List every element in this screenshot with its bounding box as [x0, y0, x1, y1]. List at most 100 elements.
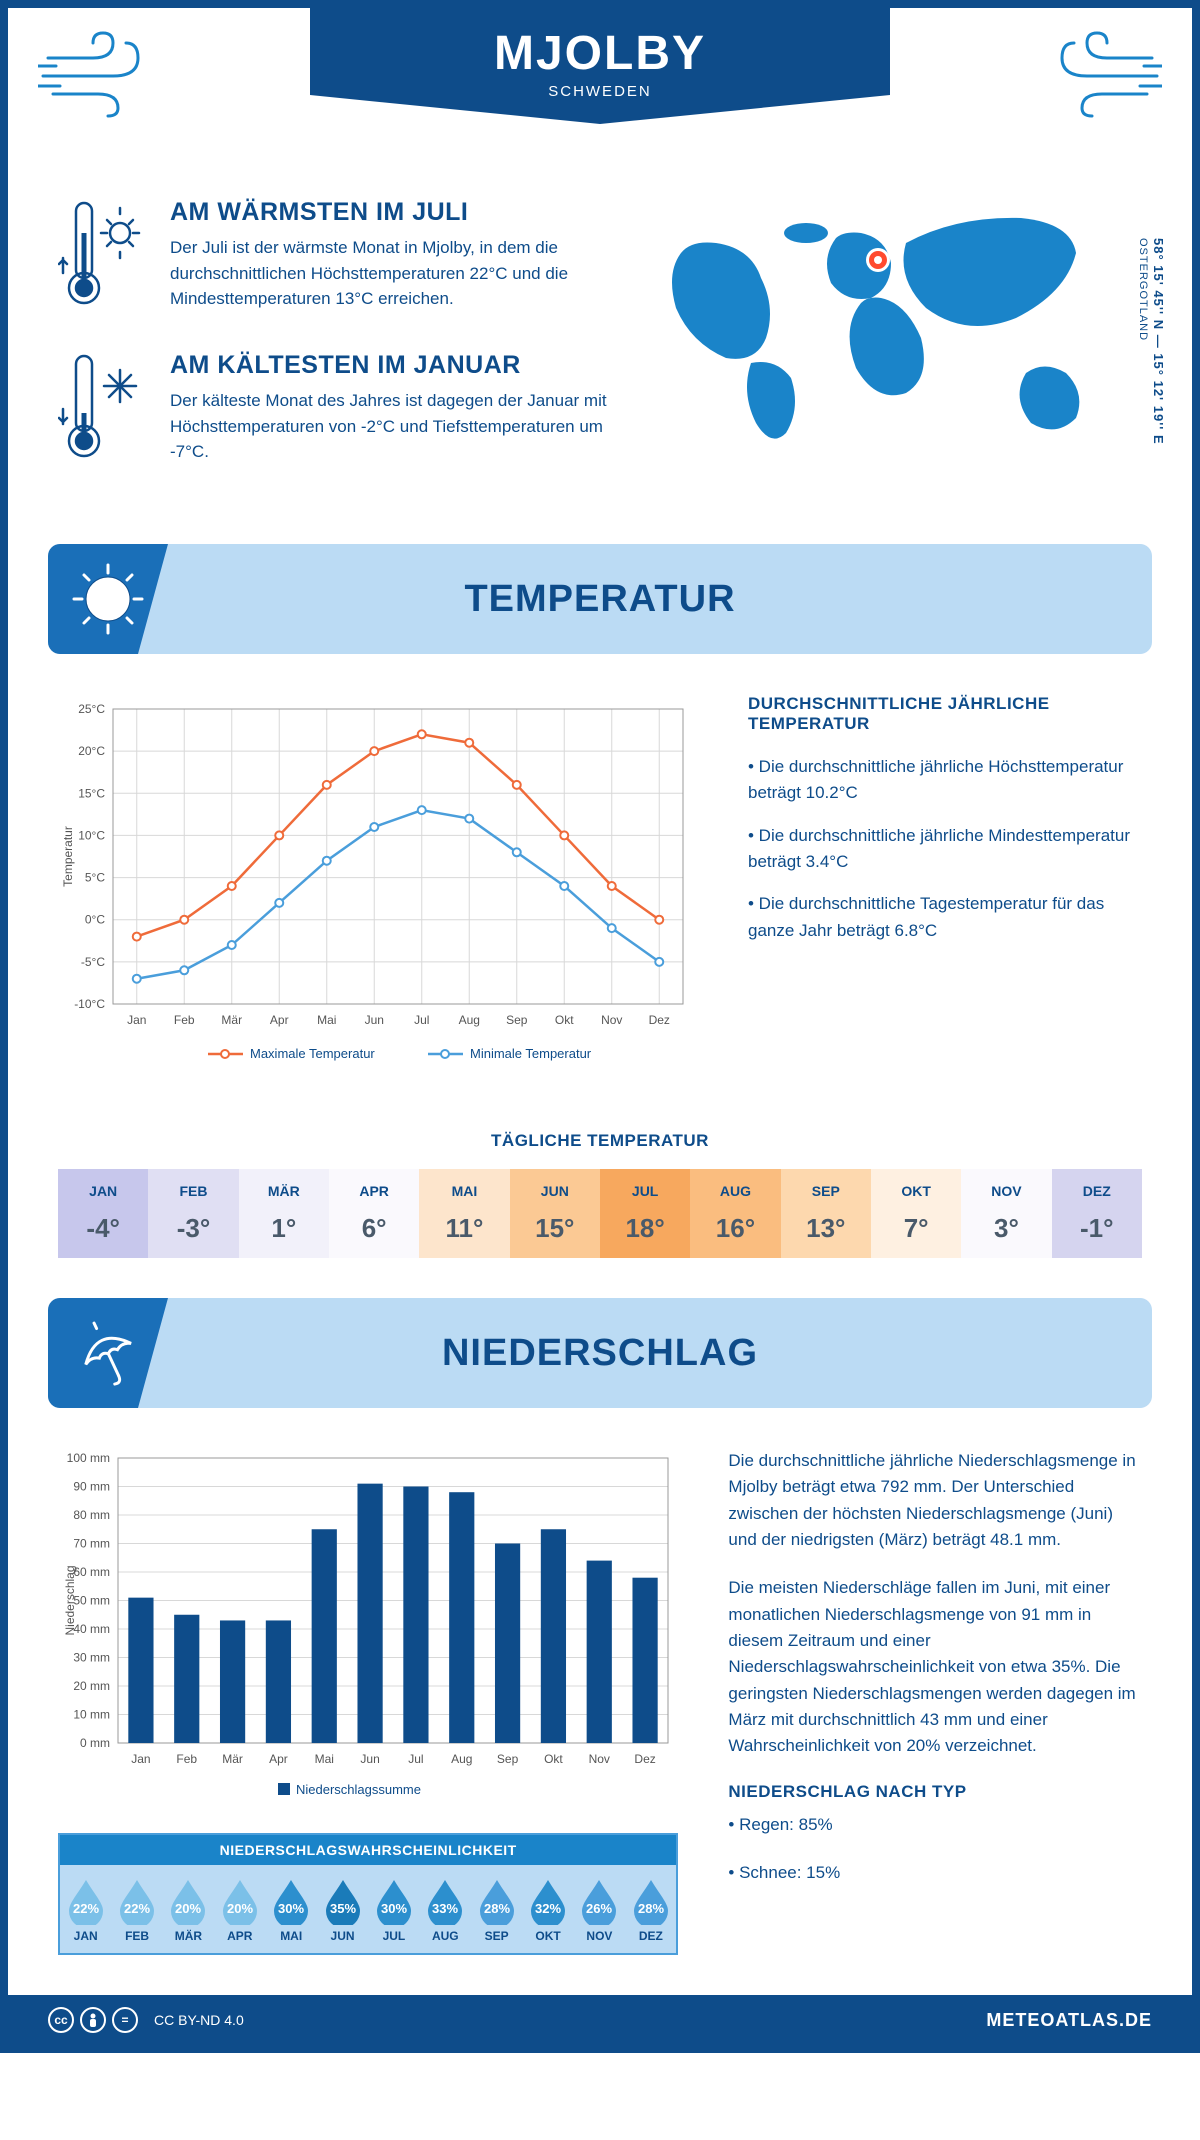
svg-text:50 mm: 50 mm [73, 1594, 110, 1608]
svg-text:22%: 22% [124, 1901, 150, 1916]
svg-text:80 mm: 80 mm [73, 1508, 110, 1522]
svg-text:100 mm: 100 mm [67, 1451, 110, 1465]
svg-text:Mai: Mai [317, 1013, 336, 1027]
daily-cell: FEB-3° [148, 1169, 238, 1258]
svg-text:-5°C: -5°C [81, 955, 105, 969]
precip-type-2: • Schnee: 15% [728, 1860, 1142, 1886]
warm-title: AM WÄRMSTEN IM JULI [170, 198, 616, 227]
coordinates: 58° 15' 45'' N — 15° 12' 19'' E OSTERGOT… [1136, 238, 1166, 445]
svg-text:10°C: 10°C [78, 828, 105, 842]
prob-cell: 28% SEP [471, 1865, 522, 1953]
svg-text:Jul: Jul [414, 1013, 429, 1027]
svg-text:Okt: Okt [555, 1013, 574, 1027]
wind-icon [1032, 28, 1162, 123]
svg-text:Nov: Nov [601, 1013, 622, 1027]
svg-text:Mär: Mär [221, 1013, 242, 1027]
svg-text:32%: 32% [535, 1901, 561, 1916]
svg-text:Mär: Mär [222, 1752, 243, 1766]
prob-cell: 30% JUL [368, 1865, 419, 1953]
header: MJOLBY SCHWEDEN [8, 8, 1192, 168]
svg-text:Jun: Jun [360, 1752, 379, 1766]
prob-cell: 22% JAN [60, 1865, 111, 1953]
svg-text:35%: 35% [330, 1901, 356, 1916]
precip-text-1: Die durchschnittliche jährliche Niedersc… [728, 1448, 1142, 1553]
svg-text:5°C: 5°C [85, 871, 105, 885]
svg-text:15°C: 15°C [78, 786, 105, 800]
svg-text:Niederschlag: Niederschlag [63, 1565, 77, 1635]
prob-cell: 20% MÄR [163, 1865, 214, 1953]
prob-cell: 35% JUN [317, 1865, 368, 1953]
svg-text:0°C: 0°C [85, 913, 105, 927]
country-name: SCHWEDEN [310, 83, 890, 100]
svg-text:28%: 28% [638, 1901, 664, 1916]
svg-text:60 mm: 60 mm [73, 1565, 110, 1579]
sun-icon [48, 544, 168, 654]
svg-text:10 mm: 10 mm [73, 1708, 110, 1722]
svg-text:Feb: Feb [176, 1752, 197, 1766]
daily-cell: NOV3° [961, 1169, 1051, 1258]
svg-text:Sep: Sep [497, 1752, 519, 1766]
svg-text:28%: 28% [484, 1901, 510, 1916]
precip-text-2: Die meisten Niederschläge fallen im Juni… [728, 1575, 1142, 1759]
svg-text:25°C: 25°C [78, 702, 105, 716]
prob-cell: 22% FEB [111, 1865, 162, 1953]
svg-text:Aug: Aug [459, 1013, 480, 1027]
svg-text:0 mm: 0 mm [80, 1736, 110, 1750]
svg-text:22%: 22% [73, 1901, 99, 1916]
svg-text:Jun: Jun [365, 1013, 384, 1027]
daily-cell: JAN-4° [58, 1169, 148, 1258]
precip-bar-chart: 0 mm10 mm20 mm30 mm40 mm50 mm60 mm70 mm8… [58, 1448, 678, 1808]
prob-cell: 20% APR [214, 1865, 265, 1953]
by-icon [80, 2007, 106, 2033]
svg-text:33%: 33% [432, 1901, 458, 1916]
prob-cell: 33% AUG [420, 1865, 471, 1953]
wind-icon [38, 28, 168, 123]
daily-cell: OKT7° [871, 1169, 961, 1258]
temp-info-title: DURCHSCHNITTLICHE JÄHRLICHE TEMPERATUR [748, 694, 1142, 734]
svg-text:20°C: 20°C [78, 744, 105, 758]
daily-cell: MÄR1° [239, 1169, 329, 1258]
svg-text:Dez: Dez [634, 1752, 655, 1766]
cold-title: AM KÄLTESTEN IM JANUAR [170, 351, 616, 380]
daily-cell: SEP13° [781, 1169, 871, 1258]
daily-temp-title: TÄGLICHE TEMPERATUR [8, 1131, 1192, 1151]
svg-text:Aug: Aug [451, 1752, 472, 1766]
prob-cell: 30% MAI [266, 1865, 317, 1953]
svg-text:Feb: Feb [174, 1013, 195, 1027]
temp-info-2: • Die durchschnittliche jährliche Mindes… [748, 823, 1142, 876]
svg-text:40 mm: 40 mm [73, 1622, 110, 1636]
temp-info-3: • Die durchschnittliche Tagestemperatur … [748, 891, 1142, 944]
svg-text:20%: 20% [175, 1901, 201, 1916]
precip-type-title: NIEDERSCHLAG NACH TYP [728, 1782, 1142, 1802]
svg-text:Okt: Okt [544, 1752, 563, 1766]
svg-text:90 mm: 90 mm [73, 1480, 110, 1494]
svg-text:Maximale Temperatur: Maximale Temperatur [250, 1046, 375, 1061]
prob-cell: 26% NOV [574, 1865, 625, 1953]
svg-text:Mai: Mai [315, 1752, 334, 1766]
title-banner: MJOLBY SCHWEDEN [310, 8, 890, 124]
nd-icon: = [112, 2007, 138, 2033]
daily-cell: DEZ-1° [1052, 1169, 1142, 1258]
precip-prob-table: NIEDERSCHLAGSWAHRSCHEINLICHKEIT 22% JAN … [58, 1833, 678, 1955]
svg-text:70 mm: 70 mm [73, 1537, 110, 1551]
license: cc = CC BY-ND 4.0 [48, 2007, 244, 2033]
warm-fact: AM WÄRMSTEN IM JULI Der Juli ist der wär… [58, 198, 616, 313]
daily-temp-table: JAN-4°FEB-3°MÄR1°APR6°MAI11°JUN15°JUL18°… [58, 1169, 1142, 1258]
svg-text:26%: 26% [586, 1901, 612, 1916]
svg-text:Niederschlagssumme: Niederschlagssumme [296, 1782, 421, 1797]
svg-text:Temperatur: Temperatur [61, 826, 75, 887]
svg-text:Minimale Temperatur: Minimale Temperatur [470, 1046, 592, 1061]
daily-cell: MAI11° [419, 1169, 509, 1258]
daily-cell: JUL18° [600, 1169, 690, 1258]
cc-icon: cc [48, 2007, 74, 2033]
footer: cc = CC BY-ND 4.0 METEOATLAS.DE [8, 1995, 1192, 2045]
svg-text:20 mm: 20 mm [73, 1679, 110, 1693]
svg-text:30%: 30% [381, 1901, 407, 1916]
svg-text:Dez: Dez [649, 1013, 670, 1027]
svg-text:Sep: Sep [506, 1013, 528, 1027]
world-map [656, 198, 1116, 458]
svg-text:Jan: Jan [127, 1013, 146, 1027]
license-text: CC BY-ND 4.0 [154, 2012, 244, 2028]
city-name: MJOLBY [310, 26, 890, 81]
thermometer-cold-icon [58, 351, 148, 466]
